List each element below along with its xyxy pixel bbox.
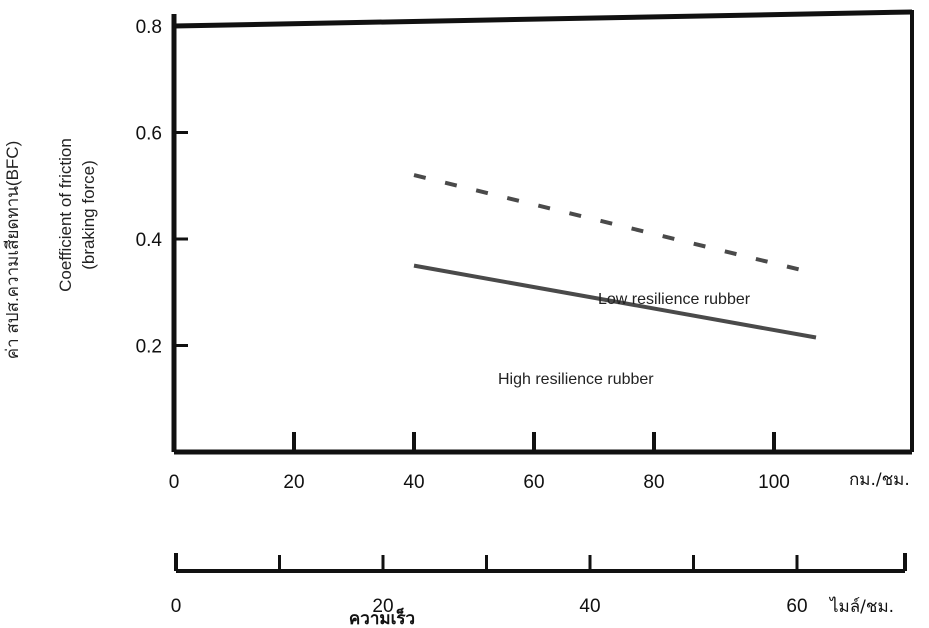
y-tick-label: 0.4 <box>136 230 163 251</box>
x-tick-label-kmh: 20 <box>283 472 304 493</box>
y-axis-label-thai: ค่า สปส.ความเสียดทาน(BFC) <box>3 141 22 359</box>
x-tick-label-mph: 0 <box>171 596 182 617</box>
x-axis-unit-mph: ไมล์/ชม. <box>828 596 894 617</box>
x-tick-label-kmh: 60 <box>523 472 544 493</box>
x-tick-label-kmh: 100 <box>758 472 790 493</box>
series-label-high-resilience: High resilience rubber <box>498 371 654 388</box>
x-tick-label-kmh: 80 <box>643 472 664 493</box>
x-tick-label-kmh: 0 <box>169 472 180 493</box>
plot-top-border <box>173 9 913 29</box>
x-tick-label-mph: 20 <box>372 596 393 617</box>
series-line-low-resilience <box>413 173 817 276</box>
y-tick-labels: 0.8 0.6 0.4 0.2 <box>136 17 163 358</box>
x-axis-kmh: 0 20 40 60 80 100 <box>169 432 912 493</box>
y-tick-label: 0.6 <box>136 124 162 145</box>
x-axis-mph: 0 20 40 60 <box>171 553 907 617</box>
series-line-high-resilience <box>413 263 817 340</box>
x-tick-label-kmh: 40 <box>403 472 424 493</box>
x-axis-unit-kmh: กม./ชม. <box>849 470 910 490</box>
series-label-low-resilience: Low resilience rubber <box>598 291 751 308</box>
plot-frame <box>171 9 914 452</box>
x-tick-label-mph: 60 <box>786 596 807 617</box>
y-axis-label-line2: (braking force) <box>79 160 98 270</box>
x-axis-label-thai: ความเร็ว <box>349 606 415 628</box>
y-tick-label: 0.2 <box>136 337 162 358</box>
y-axis-label-line1: Coefficient of friction <box>56 138 75 292</box>
y-tick-label: 0.8 <box>136 17 162 38</box>
x-tick-label-mph: 40 <box>579 596 600 617</box>
series-layer <box>413 173 817 340</box>
